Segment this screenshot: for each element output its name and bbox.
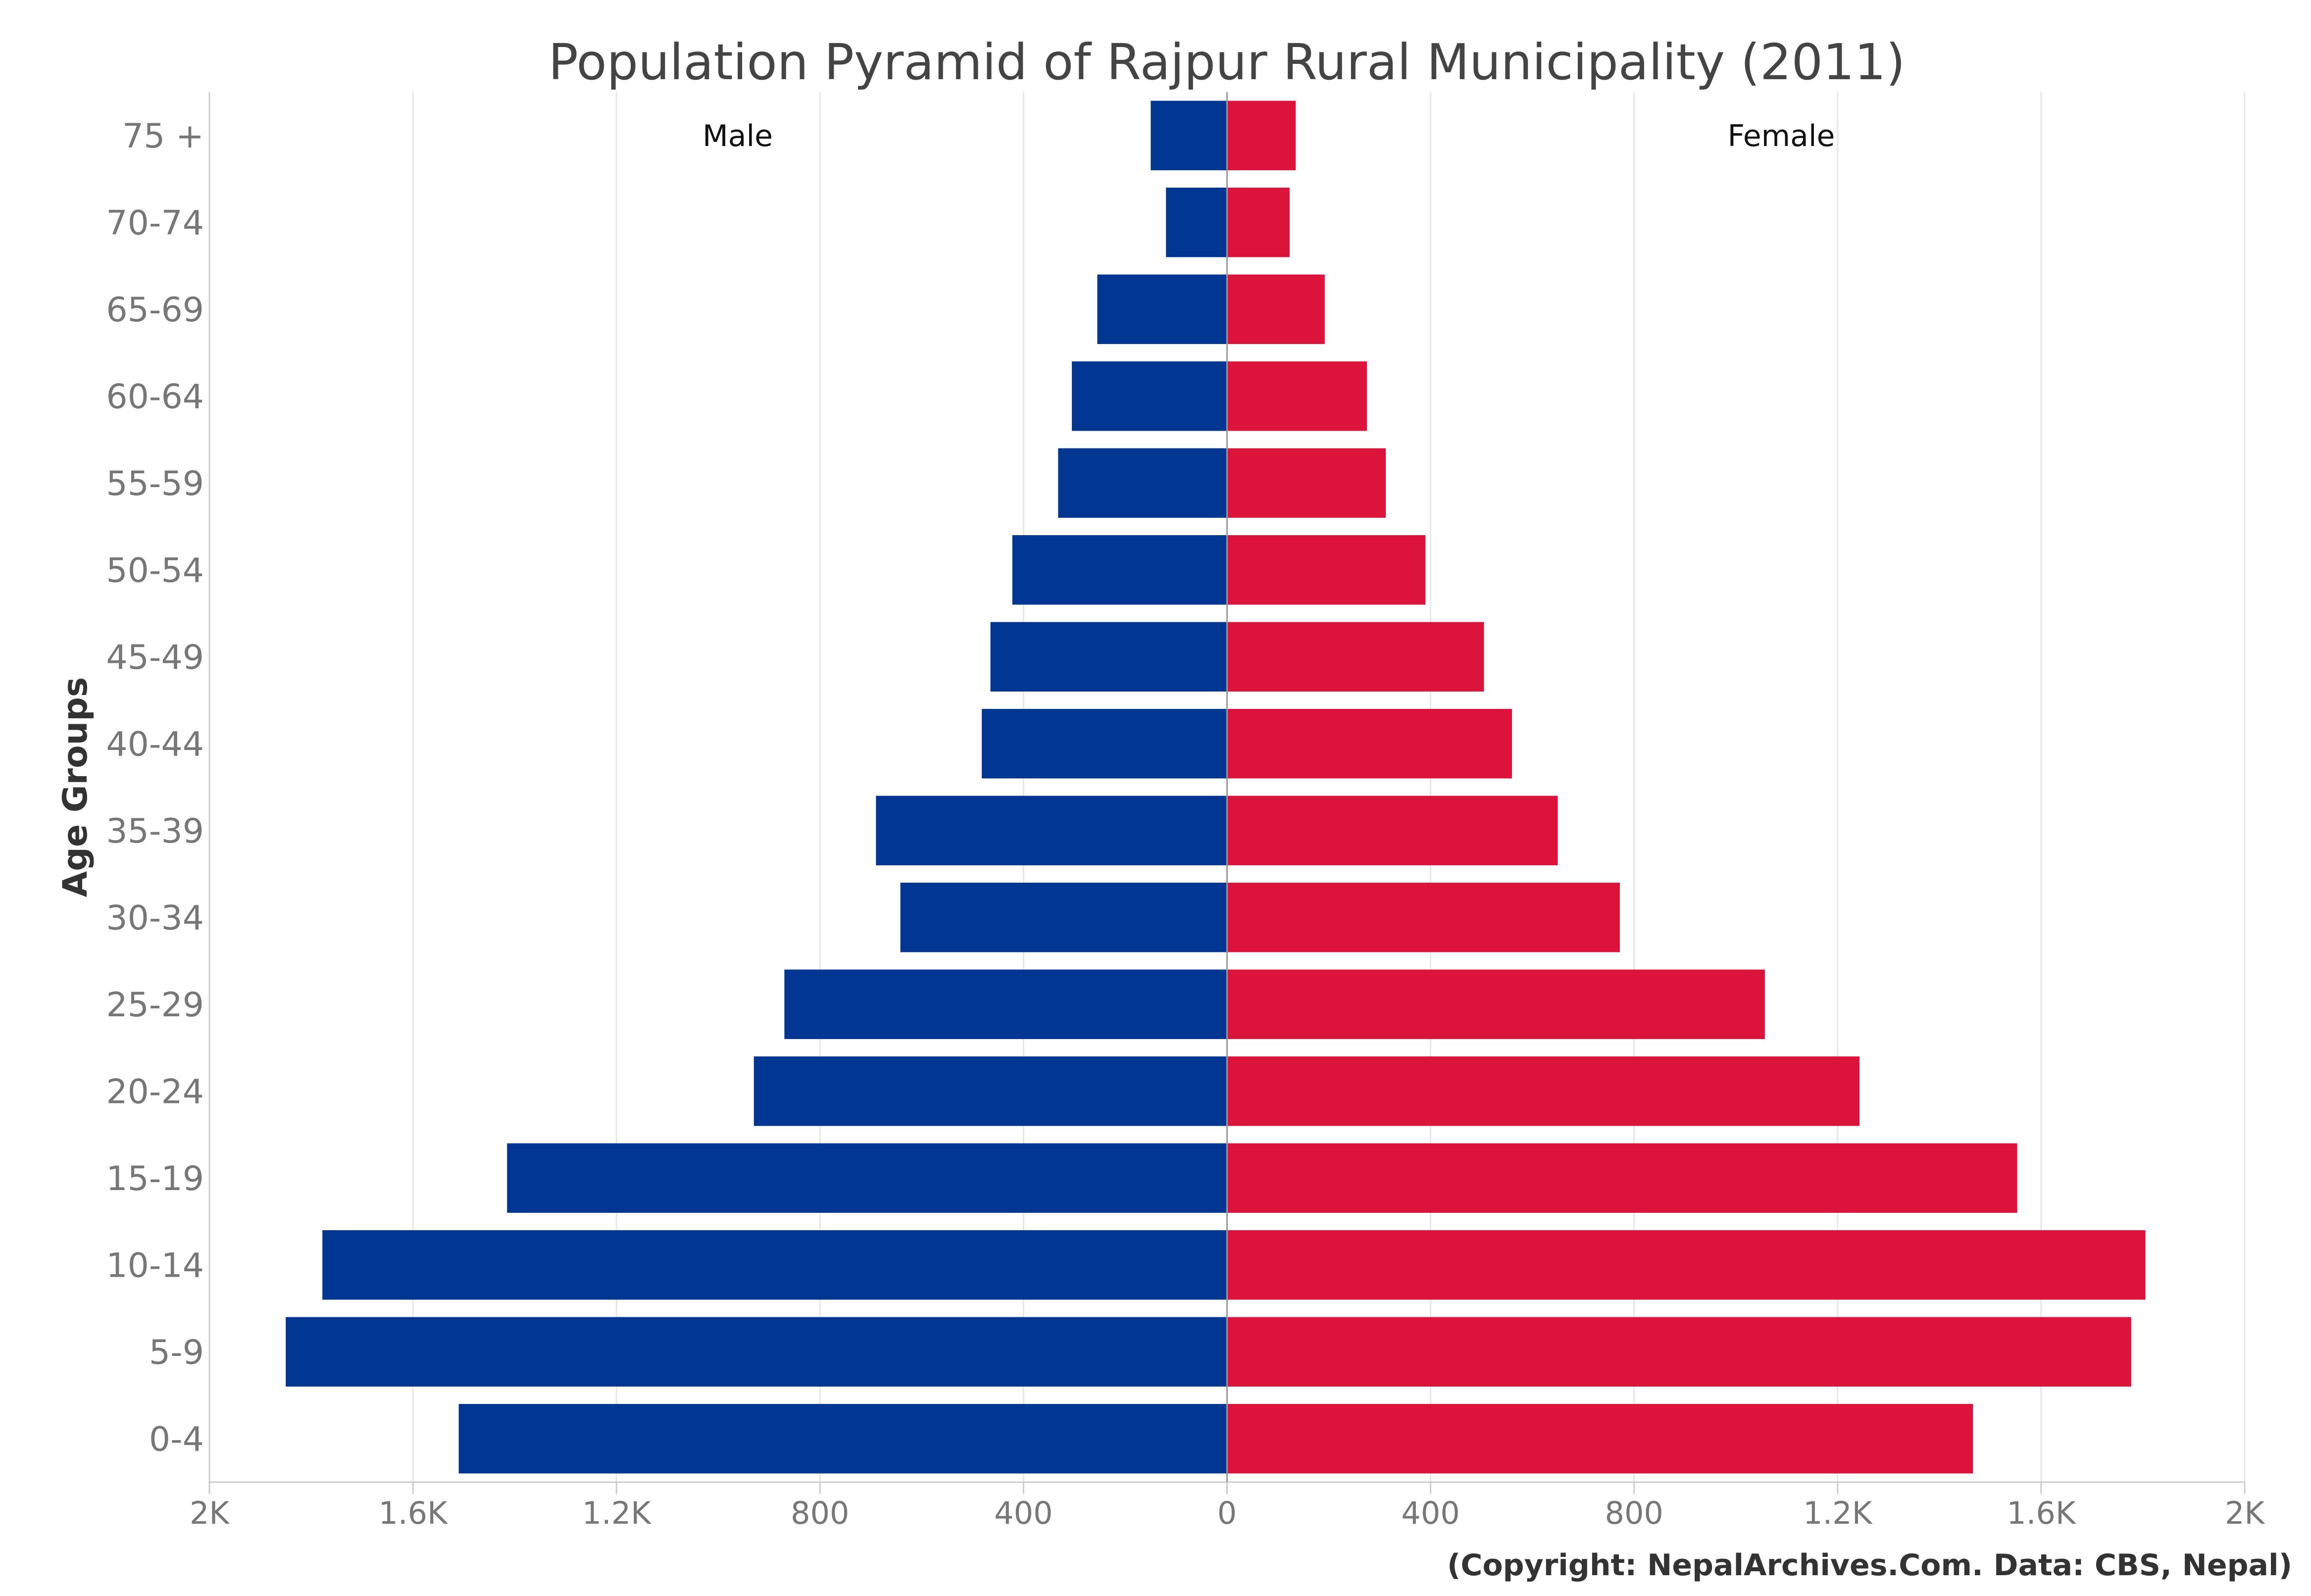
y-axis-label: Age Groups [56,677,95,898]
bar-female-2 [1227,274,1325,344]
category-label-10: 25-29 [106,986,204,1025]
bar-male-3 [1072,361,1227,431]
x-tick-label-8: 1.2K [1803,1495,1873,1531]
bar-male-2 [1097,274,1227,344]
category-label-4: 55-59 [106,464,204,503]
series-label-male: Male [703,119,773,153]
series-label-female: Female [1728,119,1835,153]
bar-female-14 [1227,1317,2131,1387]
bar-male-7 [982,709,1227,779]
bar-female-4 [1227,448,1386,518]
category-label-9: 30-34 [106,898,204,938]
category-label-0: 75 + [122,117,204,156]
x-tick-label-2: 1.2K [582,1495,652,1531]
bar-male-4 [1058,448,1227,518]
x-tick-label-10: 2K [2225,1495,2265,1531]
bar-male-0 [1151,100,1227,170]
category-label-7: 40-44 [106,725,204,764]
category-label-11: 20-24 [106,1072,204,1111]
bar-female-13 [1227,1230,2146,1300]
bar-female-6 [1227,622,1484,692]
bar-male-15 [458,1404,1227,1474]
category-label-13: 10-14 [106,1246,204,1285]
category-labels: 75 + 70-74 65-69 60-64 55-59 50-54 45-49 40-44 3… [106,117,204,1459]
category-label-5: 50-54 [106,551,204,590]
bar-male-9 [900,883,1227,952]
bar-female-9 [1227,883,1620,952]
bar-male-13 [322,1230,1227,1300]
bar-female-15 [1227,1404,1973,1474]
bar-male-5 [1012,535,1227,605]
category-label-14: 5-9 [149,1333,204,1372]
x-tick-label-5: 0 [1217,1495,1237,1531]
bar-female-0 [1227,100,1296,170]
bar-female-7 [1227,709,1512,779]
category-label-12: 15-19 [106,1159,204,1198]
bar-female-1 [1227,188,1290,257]
category-label-15: 0-4 [149,1420,204,1459]
chart-title: Population Pyramid of Rajpur Rural Munic… [549,33,1906,91]
bar-male-1 [1166,188,1227,257]
x-tick-label-9: 1.6K [2007,1495,2076,1531]
x-tick-label-6: 400 [1401,1495,1459,1531]
category-label-2: 65-69 [106,291,204,330]
bar-male-14 [286,1317,1227,1387]
category-label-8: 35-39 [106,812,204,851]
bar-female-11 [1227,1056,1859,1126]
bar-female-10 [1227,969,1765,1039]
x-tick-label-3: 800 [791,1495,849,1531]
bar-male-11 [754,1056,1227,1126]
category-label-3: 60-64 [106,377,204,416]
bar-female-12 [1227,1143,2017,1213]
bar-female-8 [1227,796,1558,865]
bar-female-3 [1227,361,1367,431]
bar-male-10 [784,969,1227,1039]
bar-male-8 [876,796,1227,865]
x-tick-label-1: 1.6K [378,1495,448,1531]
bars-group [286,100,2146,1474]
x-tick-label-0: 2K [190,1495,230,1531]
category-label-1: 70-74 [106,203,204,243]
bar-male-6 [990,622,1227,692]
category-label-6: 45-49 [106,638,204,677]
x-tick-label-7: 800 [1605,1495,1663,1531]
bar-female-5 [1227,535,1426,605]
credit-text: (Copyright: NepalArchives.Com. Data: CBS… [1447,1548,2292,1583]
x-tick-labels: 2K 1.6K 1.2K 800 400 0 400 800 1.2K 1.6K 2K [190,1482,2265,1531]
bar-male-12 [507,1143,1227,1213]
x-tick-label-4: 400 [994,1495,1053,1531]
